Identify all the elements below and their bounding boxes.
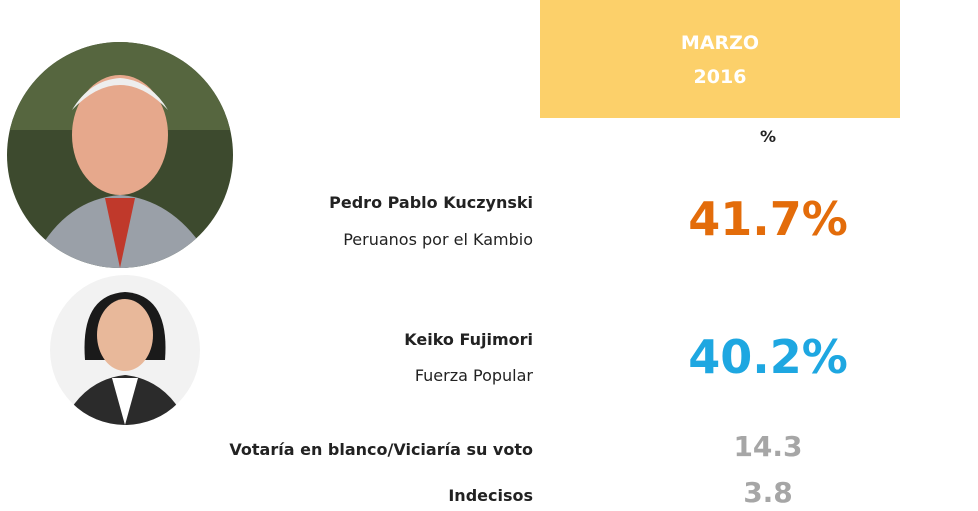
- row-party: Fuerza Popular: [414, 366, 533, 385]
- photo-fujimori: [50, 275, 200, 425]
- row-party: Peruanos por el Kambio: [343, 230, 533, 249]
- header-year: 2016: [693, 66, 747, 88]
- row-name: Keiko Fujimori: [404, 330, 533, 349]
- row-name: Votaría en blanco/Viciaría su voto: [229, 440, 533, 459]
- row-value: 40.2%: [688, 330, 848, 384]
- photo-kuczynski: [7, 42, 233, 268]
- row-value: 41.7%: [688, 192, 848, 246]
- header-box: MARZO 2016: [540, 0, 900, 118]
- row-name: Pedro Pablo Kuczynski: [329, 193, 533, 212]
- row-value: 3.8: [743, 476, 793, 509]
- photos: [7, 42, 233, 425]
- header-month: MARZO: [680, 32, 760, 54]
- row-name: Indecisos: [448, 486, 533, 505]
- row-value: 14.3: [733, 430, 803, 463]
- unit-label: %: [759, 127, 777, 146]
